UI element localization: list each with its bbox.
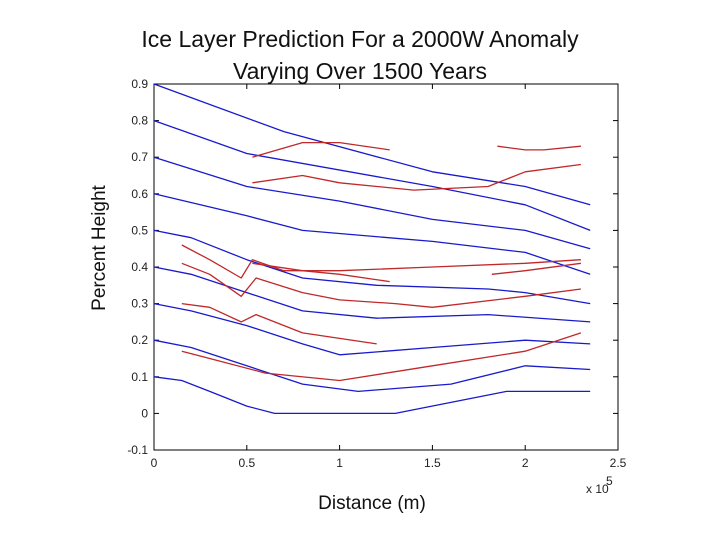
red-prediction-line-8 <box>252 262 390 283</box>
red-prediction-line-5 <box>181 262 581 308</box>
y-tick-label: 0.7 <box>131 150 148 164</box>
y-tick-label: 0.6 <box>131 187 148 201</box>
y-tick-label: 0.8 <box>131 114 148 128</box>
chart-title-line-1: Ice Layer Prediction For a 2000W Anomaly <box>141 26 579 52</box>
blue-layer-line-5 <box>153 229 591 305</box>
y-tick-label: 0.3 <box>131 297 148 311</box>
red-prediction-line-3 <box>497 145 581 151</box>
blue-layer-line-6 <box>153 266 591 323</box>
chart-title-line-2: Varying Over 1500 Years <box>232 58 487 84</box>
blue-layer-line-3 <box>153 156 591 250</box>
y-tick-label: 0 <box>141 406 148 420</box>
x-multiplier-exponent: 5 <box>606 474 613 488</box>
blue-layer-line-2 <box>153 119 591 232</box>
y-tick-label: 0.1 <box>131 370 148 384</box>
y-tick-label: 0.4 <box>131 260 148 274</box>
red-prediction-line-6 <box>181 302 377 345</box>
x-tick-label: 1.5 <box>424 456 441 470</box>
blue-layer-line-7 <box>153 302 591 356</box>
y-tick-label: 0.5 <box>131 223 148 237</box>
x-tick-label: 0 <box>151 456 158 470</box>
x-multiplier-label: x 10 <box>586 482 609 496</box>
y-tick-label: -0.1 <box>127 443 148 457</box>
y-tick-label: 0.2 <box>131 333 148 347</box>
blue-layer-line-4 <box>153 193 591 275</box>
blue-layer-line-9 <box>153 376 591 415</box>
red-prediction-line-1 <box>252 141 390 158</box>
red-prediction-line-4 <box>181 244 581 279</box>
x-axis-label: Distance (m) <box>318 493 426 514</box>
blue-layer-line-1 <box>153 83 591 206</box>
x-tick-label: 0.5 <box>238 456 255 470</box>
y-tick-label: 0.9 <box>131 77 148 91</box>
red-prediction-line-7 <box>181 332 582 382</box>
red-prediction-line-2 <box>252 163 581 191</box>
x-tick-label: 2.5 <box>610 456 627 470</box>
x-tick-label: 1 <box>336 456 343 470</box>
x-tick-label: 2 <box>522 456 529 470</box>
red-prediction-line-9 <box>491 262 581 275</box>
blue-layer-line-8 <box>153 339 591 393</box>
